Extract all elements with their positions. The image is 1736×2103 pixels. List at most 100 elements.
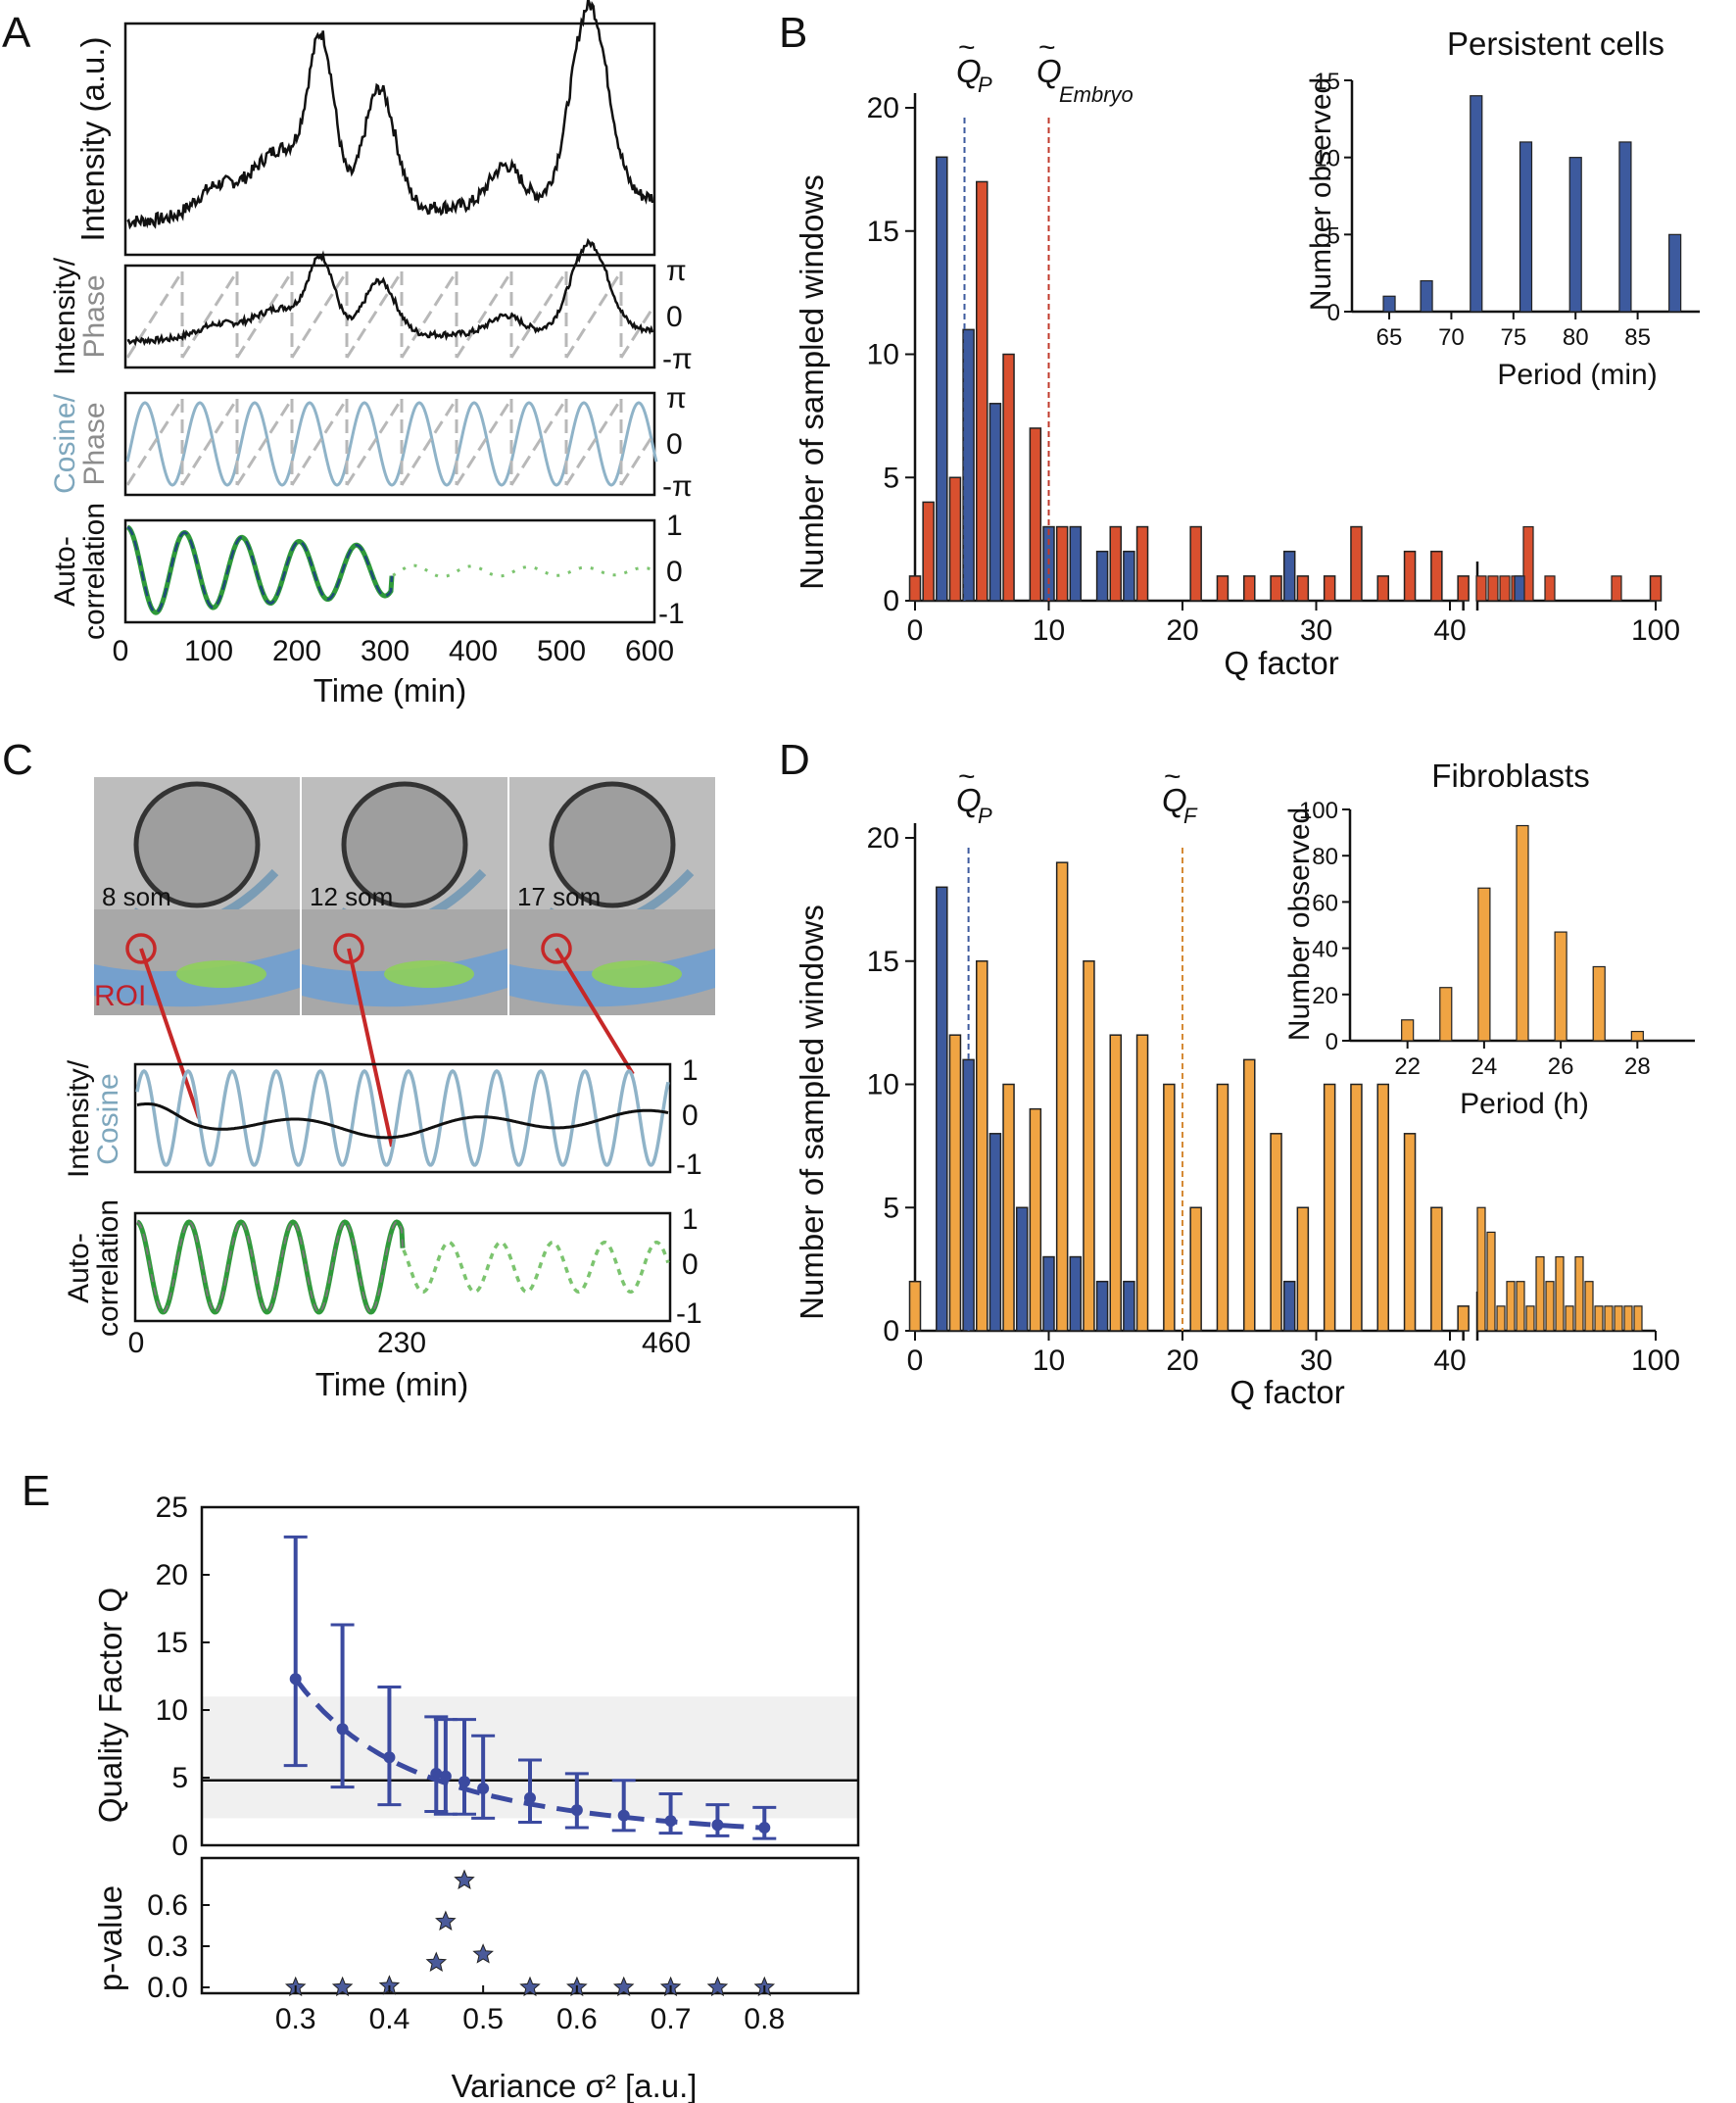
d-bar (1296, 1206, 1310, 1332)
e-pvalue-star (706, 1976, 729, 1997)
d-bar (1584, 1281, 1594, 1332)
b-bar (922, 501, 935, 602)
b-ytick-label: 10 (867, 339, 899, 371)
d-inset-bar (1516, 824, 1529, 1042)
a-cos-phase-ramp (235, 398, 294, 486)
d-bar (1633, 1305, 1643, 1332)
d-bar (1002, 1083, 1015, 1332)
a-ac-ylabel-bot: correlation (78, 503, 111, 640)
e-point (524, 1791, 536, 1804)
b-inset-bar (1568, 157, 1582, 313)
b-bar (1457, 575, 1470, 602)
a-ac-ylabel-top: Auto- (49, 536, 81, 607)
b-inset-bar (1470, 95, 1483, 313)
d-bar (1604, 1305, 1614, 1332)
d-bar (1525, 1305, 1535, 1332)
a-cosine-line (125, 401, 658, 487)
c-int-ylabel-top: Intensity/ (63, 1059, 95, 1178)
b-inset-bar (1382, 295, 1396, 313)
d-ytick-label: 5 (883, 1192, 899, 1224)
d-bar (1623, 1305, 1633, 1332)
d-qf-q: Q (1162, 782, 1187, 818)
b-inset-ytick-label: 0 (1327, 300, 1340, 326)
e-xtick-label: 0.7 (651, 2003, 692, 2035)
d-xtick-label: 30 (1300, 1345, 1332, 1377)
e-xtick-label: 0.5 (462, 2003, 504, 2035)
a-xticks: 0 100 200 300 400 500 600 (113, 635, 674, 667)
b-bar (1544, 575, 1556, 602)
e-xtick-label: 0.4 (369, 2003, 410, 2035)
c-roi-link (555, 947, 635, 1076)
e-pvalue-star (425, 1951, 448, 1972)
a-cos-tick-0: 0 (666, 428, 683, 461)
b-inset-ytick-label: 5 (1327, 222, 1340, 249)
d-inset-ytick-label: 80 (1312, 844, 1338, 870)
c-roi-link (347, 948, 394, 1148)
e-point (458, 1776, 470, 1788)
b-bar (1376, 575, 1389, 602)
a-cos-tick-minus-pi: -π (662, 470, 693, 503)
d-bar (1476, 1206, 1486, 1332)
b-inset-xlabel: Period (min) (1497, 359, 1657, 391)
b-qe-label: Q ~ Embryo (1037, 31, 1133, 107)
d-bar (1323, 1083, 1336, 1332)
d-bar (1496, 1305, 1506, 1332)
c-int-tick-0: 0 (682, 1100, 699, 1132)
d-bar (1282, 1280, 1296, 1332)
d-inset-ytick-label: 0 (1326, 1029, 1338, 1055)
d-xtick-label: 40 (1433, 1345, 1466, 1377)
c-embryo-yolk (549, 781, 676, 908)
a-phase-tick-0: 0 (666, 301, 683, 333)
a-cos-phase-ramp (345, 398, 404, 486)
b-bar (962, 328, 975, 602)
d-inset-xtick-label: 24 (1471, 1053, 1498, 1080)
d-ytick-label: 20 (867, 822, 899, 855)
d-bar (908, 1280, 922, 1332)
d-bar (1457, 1305, 1470, 1332)
d-bar (1055, 861, 1069, 1332)
d-bar (1123, 1280, 1135, 1332)
a-ac-tick-0: 0 (666, 556, 683, 588)
c-roi-circle (125, 933, 157, 964)
c-ac-tick-0: 0 (682, 1248, 699, 1281)
b-inset-xtick-label: 80 (1563, 324, 1589, 351)
a-xtick: 300 (361, 635, 410, 667)
e-pvalue-star (454, 1869, 475, 1889)
c-int-ylabel-bot: Cosine (92, 1073, 124, 1164)
a-cos-phase-ramp (619, 434, 654, 486)
b-bar (1189, 525, 1202, 602)
a-phase-frame (123, 264, 656, 369)
d-inset-ytick-label: 60 (1312, 890, 1338, 916)
b-bar (948, 476, 962, 602)
a-phase-intensity-line (126, 237, 654, 347)
b-xtick-label: 0 (907, 614, 924, 647)
d-inset-ytick-label: 100 (1299, 798, 1338, 824)
a-phase-ramp (345, 270, 404, 359)
d-inset-histogram: 0 20 40 60 80 100 22 24 26 28 (1299, 798, 1695, 1080)
d-inset-bar (1401, 1019, 1415, 1042)
d-histogram: 0 5 10 15 20 0 10 20 30 40 100 (867, 822, 1680, 1377)
a-cos-ylabel-top: Cosine/ (49, 393, 81, 493)
b-bar (1243, 575, 1256, 602)
d-bar (1270, 1133, 1282, 1332)
b-inset-bar (1420, 279, 1433, 313)
b-bar (1296, 575, 1310, 602)
c-ac-ylabel-top: Auto- (63, 1233, 95, 1303)
b-ytick-label: 20 (867, 92, 899, 124)
c-intensity-traces (135, 1069, 670, 1167)
d-bar (1083, 960, 1095, 1332)
e-pvalue-star (331, 1976, 354, 1997)
a-ac-tick-1: 1 (666, 510, 683, 542)
b-inset-ytick-label: 10 (1314, 146, 1340, 172)
d-inset-bar (1477, 887, 1491, 1042)
d-qp-label: Q ~ P (956, 760, 992, 828)
panel-letter-a: A (2, 9, 31, 57)
e-top-ytick-label: 5 (171, 1762, 188, 1794)
b-xlabel: Q factor (1224, 645, 1338, 681)
e-pvalue-star (472, 1943, 494, 1964)
d-inset-ytick-label: 40 (1312, 937, 1338, 963)
b-inset-ylabel: Number observed (1305, 77, 1337, 311)
a-phase-ramp (290, 270, 349, 359)
d-bar (1189, 1206, 1202, 1332)
c-ac-fit (136, 1220, 404, 1313)
